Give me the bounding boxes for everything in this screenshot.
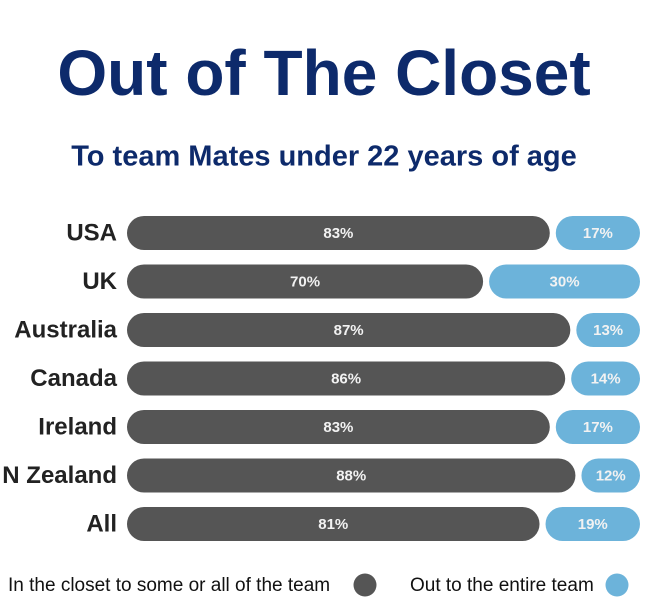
value-label: 13% bbox=[593, 322, 623, 339]
category-label: UK bbox=[82, 268, 117, 295]
value-label: 86% bbox=[331, 370, 361, 387]
category-label: USA bbox=[66, 219, 117, 246]
bar-segment bbox=[127, 216, 550, 250]
bar-segment bbox=[127, 264, 484, 299]
category-label: Canada bbox=[30, 365, 117, 392]
value-label: 17% bbox=[583, 419, 613, 436]
category-label: N Zealand bbox=[2, 462, 117, 489]
value-label: 83% bbox=[323, 419, 353, 436]
category-label: Australia bbox=[14, 316, 117, 343]
value-label: 17% bbox=[583, 225, 613, 242]
bar-segment bbox=[127, 410, 550, 444]
legend-marker bbox=[353, 573, 377, 597]
bar-segment bbox=[571, 361, 640, 396]
value-label: 81% bbox=[318, 516, 348, 533]
bar-segment bbox=[127, 507, 540, 541]
chart-subtitle: To team Mates under 22 years of age bbox=[71, 141, 577, 173]
legend-marker bbox=[605, 573, 629, 597]
value-label: 88% bbox=[336, 467, 366, 484]
bar-segment bbox=[127, 361, 566, 396]
bar-segment bbox=[489, 264, 640, 299]
bar-segment bbox=[555, 216, 640, 250]
legend-label: In the closet to some or all of the team bbox=[8, 575, 330, 596]
category-label: Ireland bbox=[38, 413, 117, 440]
value-label: 30% bbox=[550, 273, 580, 290]
bar-segment bbox=[581, 458, 640, 493]
category-label: All bbox=[86, 510, 117, 537]
value-label: 83% bbox=[323, 225, 353, 242]
chart-title: Out of The Closet bbox=[57, 37, 590, 109]
bar-segment bbox=[555, 410, 640, 444]
value-label: 14% bbox=[591, 370, 621, 387]
bar-segment bbox=[127, 458, 576, 493]
value-label: 12% bbox=[596, 467, 626, 484]
legend-label: Out to the entire team bbox=[410, 575, 594, 596]
bar-segment bbox=[545, 507, 640, 541]
value-label: 19% bbox=[578, 516, 608, 533]
value-label: 70% bbox=[290, 273, 320, 290]
value-label: 87% bbox=[334, 322, 364, 339]
bar-segment bbox=[127, 313, 571, 347]
bar-segment bbox=[576, 313, 640, 347]
